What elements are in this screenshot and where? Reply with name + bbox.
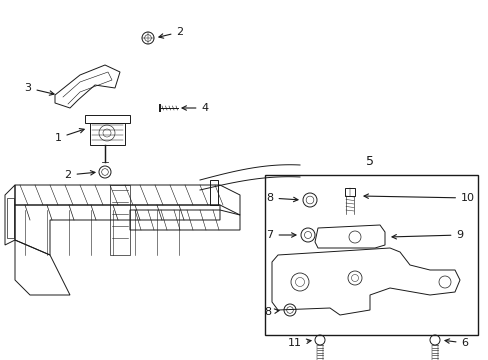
Bar xyxy=(85,115,130,123)
Bar xyxy=(7,198,14,238)
Text: 1: 1 xyxy=(54,129,84,143)
Text: 6: 6 xyxy=(444,338,468,348)
Text: 5: 5 xyxy=(365,155,373,168)
Text: 9: 9 xyxy=(391,230,463,240)
Bar xyxy=(345,188,354,196)
Text: 7: 7 xyxy=(266,230,295,240)
Text: 11: 11 xyxy=(287,338,310,348)
Text: 8: 8 xyxy=(264,307,279,317)
Text: 8: 8 xyxy=(266,193,297,203)
Text: 2: 2 xyxy=(159,27,183,38)
Text: 3: 3 xyxy=(24,83,54,95)
Text: 2: 2 xyxy=(64,170,95,180)
Text: 4: 4 xyxy=(182,103,208,113)
Text: 10: 10 xyxy=(363,193,474,203)
Bar xyxy=(90,123,125,145)
Bar xyxy=(264,175,477,335)
